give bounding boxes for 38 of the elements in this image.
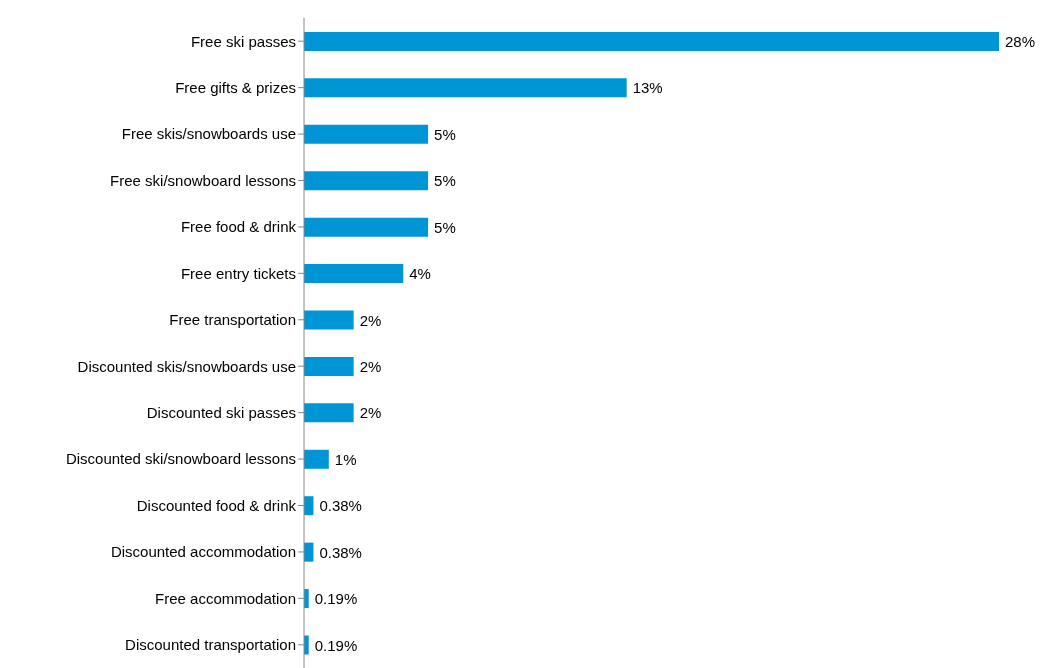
- bar: [304, 31, 999, 51]
- data-label: 13%: [632, 79, 663, 97]
- y-tick-label: Free entry tickets: [180, 264, 296, 282]
- data-label: 2%: [359, 357, 382, 375]
- y-tick-label: Free ski passes: [190, 32, 296, 50]
- y-tick-label: Free skis/snowboards use: [121, 125, 296, 143]
- data-label: 0.19%: [314, 590, 358, 608]
- data-label: 2%: [359, 311, 382, 329]
- bar: [304, 264, 404, 284]
- bar: [304, 78, 627, 98]
- bar: [304, 449, 329, 469]
- bar: [304, 310, 354, 330]
- bar: [304, 171, 429, 191]
- y-tick-label: Free gifts & prizes: [175, 78, 296, 96]
- data-label: 5%: [434, 125, 456, 143]
- y-tick-label: Free accommodation: [155, 589, 296, 607]
- bar: [304, 403, 354, 423]
- y-tick-label: Discounted ski passes: [146, 403, 296, 421]
- data-label: 28%: [1005, 32, 1036, 50]
- y-tick-label: Free food & drink: [180, 218, 297, 236]
- y-tick-label: Discounted transportation: [125, 636, 296, 654]
- data-label: 0.38%: [319, 543, 362, 561]
- data-label: 2%: [359, 404, 382, 422]
- data-label: 5%: [434, 218, 456, 236]
- data-label: 1%: [334, 450, 357, 468]
- data-label: 4%: [409, 265, 431, 283]
- y-tick-label: Discounted skis/snowboards use: [77, 357, 296, 375]
- y-tick-label: Discounted food & drink: [136, 496, 297, 514]
- y-tick-label: Discounted accommodation: [110, 543, 296, 561]
- bar: [304, 124, 429, 144]
- y-tick-label: Discounted ski/snowboard lessons: [65, 450, 296, 468]
- y-tick-label: Free transportation: [169, 311, 296, 329]
- bar: [304, 217, 429, 237]
- y-tick-label: Free ski/snowboard lessons: [110, 171, 296, 189]
- data-label: 5%: [434, 172, 456, 190]
- bar: [304, 356, 354, 376]
- data-label: 0.38%: [319, 497, 362, 515]
- data-label: 0.19%: [314, 636, 358, 654]
